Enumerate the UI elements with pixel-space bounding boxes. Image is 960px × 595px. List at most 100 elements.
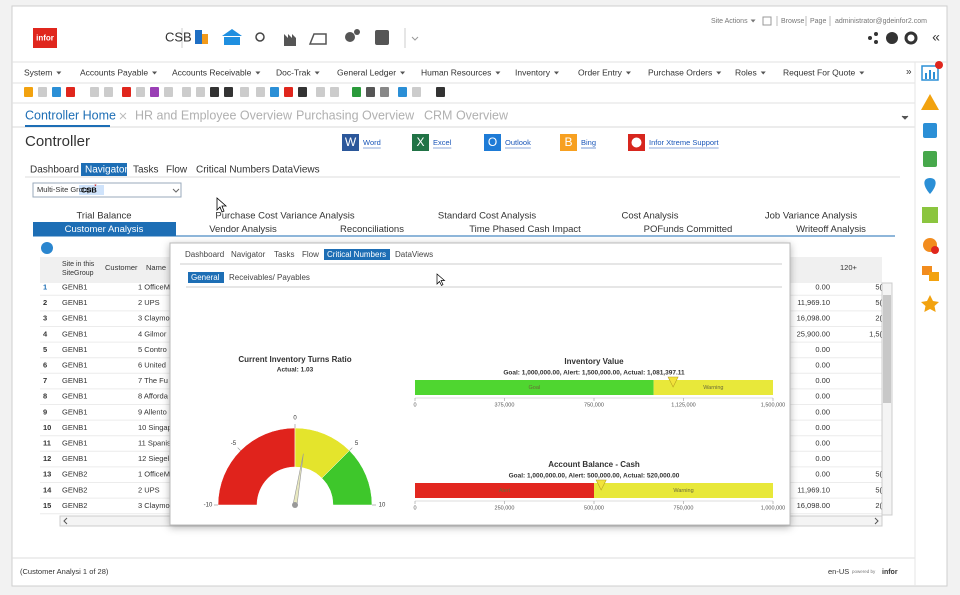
popup-tab[interactable]: DataViews: [395, 250, 433, 259]
subtab[interactable]: Navigator: [85, 165, 128, 176]
navigator-link[interactable]: Writeoff Analysis: [796, 224, 866, 235]
menu-item[interactable]: Human Resources: [421, 67, 491, 77]
collapse[interactable]: «: [932, 29, 940, 45]
navigator-link[interactable]: Time Phased Cash Impact: [469, 224, 581, 235]
link-icon[interactable]: [484, 134, 501, 151]
toolbar-icon[interactable]: [352, 87, 361, 97]
tab[interactable]: Controller Home: [25, 108, 116, 122]
navigator-link[interactable]: Reconciliations: [340, 224, 404, 235]
menu-more[interactable]: »: [906, 67, 912, 78]
toolbar-icon[interactable]: [298, 87, 307, 97]
bullet-tick-label: 1,125,000: [671, 402, 695, 408]
toolbar-icon[interactable]: [136, 87, 145, 97]
gauge-hub: [292, 502, 298, 508]
subtab[interactable]: Flow: [166, 165, 188, 176]
toolbar-icon[interactable]: [256, 87, 265, 97]
toolbar-icon[interactable]: [24, 87, 33, 97]
link[interactable]: Outlook: [505, 138, 531, 147]
dropdown-caret: [56, 71, 62, 75]
toolbar-icon[interactable]: [316, 87, 325, 97]
site-group-select[interactable]: [32, 182, 182, 198]
menu-item[interactable]: Inventory: [515, 67, 551, 77]
gauge-tick-label: -10: [204, 503, 213, 509]
popup-subtab[interactable]: Receivables/ Payables: [229, 273, 310, 282]
menu-item[interactable]: Request For Quote: [783, 67, 856, 77]
popup-tab[interactable]: Critical Numbers: [327, 250, 386, 259]
gauge-tick-label: 10: [379, 503, 386, 509]
cell: GENB1: [62, 454, 87, 463]
toolbar-icon[interactable]: [240, 87, 249, 97]
toolbar-icon[interactable]: [380, 87, 389, 97]
navigator-link[interactable]: Standard Cost Analysis: [438, 211, 536, 222]
navigator-link[interactable]: Trial Balance: [76, 211, 131, 222]
toolbar-icon[interactable]: [90, 87, 99, 97]
toolbar-icon[interactable]: [52, 87, 61, 97]
dropdown-caret: [859, 71, 865, 75]
popup-tab[interactable]: Tasks: [274, 250, 294, 259]
row-number: 12: [43, 454, 51, 463]
menu-item[interactable]: Accounts Payable: [80, 67, 148, 77]
menu-item[interactable]: System: [24, 67, 52, 77]
toolbar-icon[interactable]: [210, 87, 219, 97]
tab[interactable]: Purchasing Overview: [296, 108, 415, 122]
navigator-link[interactable]: Customer Analysis: [65, 224, 144, 235]
navigator-link[interactable]: Cost Analysis: [621, 211, 678, 222]
subtab[interactable]: Critical Numbers: [196, 165, 270, 176]
toolbar-icon[interactable]: [196, 87, 205, 97]
cell: 12 Siegel-: [138, 454, 172, 463]
tab[interactable]: HR and Employee Overview: [135, 108, 293, 122]
popup-tab[interactable]: Navigator: [231, 250, 266, 259]
popup-subtab[interactable]: General: [191, 273, 220, 282]
menu-item[interactable]: General Ledger: [337, 67, 396, 77]
toolbar-icon[interactable]: [164, 87, 173, 97]
browse[interactable]: Browse: [781, 18, 804, 25]
subtab[interactable]: Tasks: [133, 165, 159, 176]
toolbar-icon[interactable]: [150, 87, 159, 97]
navigator-link[interactable]: Job Variance Analysis: [765, 211, 857, 222]
toolbar-icon[interactable]: [122, 87, 131, 97]
toolbar-icon[interactable]: [182, 87, 191, 97]
site-actions[interactable]: Site Actions: [711, 18, 748, 25]
toolbar-icon[interactable]: [436, 87, 445, 97]
link[interactable]: Excel: [433, 138, 452, 147]
toolbar-icon[interactable]: [104, 87, 113, 97]
menu-item[interactable]: Doc-Trak: [276, 67, 311, 77]
menu-item[interactable]: Order Entry: [578, 67, 623, 77]
toolbar-icon[interactable]: [412, 87, 421, 97]
dropdown-caret: [553, 71, 559, 75]
navigator-link[interactable]: Vendor Analysis: [209, 224, 277, 235]
active-nav-tab[interactable]: [33, 222, 176, 236]
link[interactable]: Word: [363, 138, 381, 147]
popup-tab[interactable]: Flow: [302, 250, 319, 259]
link[interactable]: Infor Xtreme Support: [649, 138, 720, 147]
link-icon[interactable]: [342, 134, 359, 151]
link[interactable]: Bing: [581, 138, 596, 147]
toolbar-icon[interactable]: [398, 87, 407, 97]
menu-item[interactable]: Accounts Receivable: [172, 67, 252, 77]
gauge-subtitle: Actual: 1.03: [277, 367, 314, 374]
tab-close[interactable]: [119, 112, 127, 120]
toolbar-icon[interactable]: [284, 87, 293, 97]
link-icon[interactable]: [412, 134, 429, 151]
active-subtab-bg: [81, 163, 127, 176]
toolbar-icon[interactable]: [330, 87, 339, 97]
subtab[interactable]: DataViews: [272, 165, 320, 176]
navigator-link[interactable]: POFunds Committed: [644, 224, 733, 235]
cell: 0.00: [815, 345, 830, 354]
menu-item[interactable]: Roles: [735, 67, 757, 77]
popup-tab[interactable]: Dashboard: [185, 250, 224, 259]
menu-item[interactable]: Purchase Orders: [648, 67, 712, 77]
dropdown-caret: [152, 71, 158, 75]
bullet-band: [594, 483, 773, 498]
tabs-menu[interactable]: [901, 115, 909, 120]
toolbar-icon[interactable]: [38, 87, 47, 97]
toolbar-icon[interactable]: [224, 87, 233, 97]
navigator-link[interactable]: Purchase Cost Variance Analysis: [215, 211, 354, 222]
tab[interactable]: CRM Overview: [424, 108, 509, 122]
toolbar-icon[interactable]: [366, 87, 375, 97]
toolbar-icon[interactable]: [270, 87, 279, 97]
toolbar-icon[interactable]: [66, 87, 75, 97]
subtab[interactable]: Dashboard: [30, 165, 79, 176]
page-link[interactable]: Page: [810, 18, 826, 25]
link-icon[interactable]: [560, 134, 577, 151]
